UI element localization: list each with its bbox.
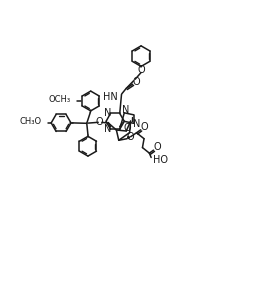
Text: O: O [123,123,131,133]
Text: O: O [133,77,140,87]
Text: HO: HO [153,155,167,165]
Text: O: O [141,122,148,132]
Text: N: N [122,105,129,115]
Text: O: O [95,117,103,127]
Text: O: O [126,132,134,142]
Polygon shape [124,113,131,122]
Text: O: O [153,142,161,153]
Text: OCH₃: OCH₃ [49,95,71,104]
Text: N: N [133,119,141,129]
Text: CH₃O: CH₃O [19,117,41,126]
Text: N: N [104,124,111,134]
Text: N: N [104,109,111,118]
Text: HN: HN [103,92,117,102]
Text: O: O [137,65,145,75]
